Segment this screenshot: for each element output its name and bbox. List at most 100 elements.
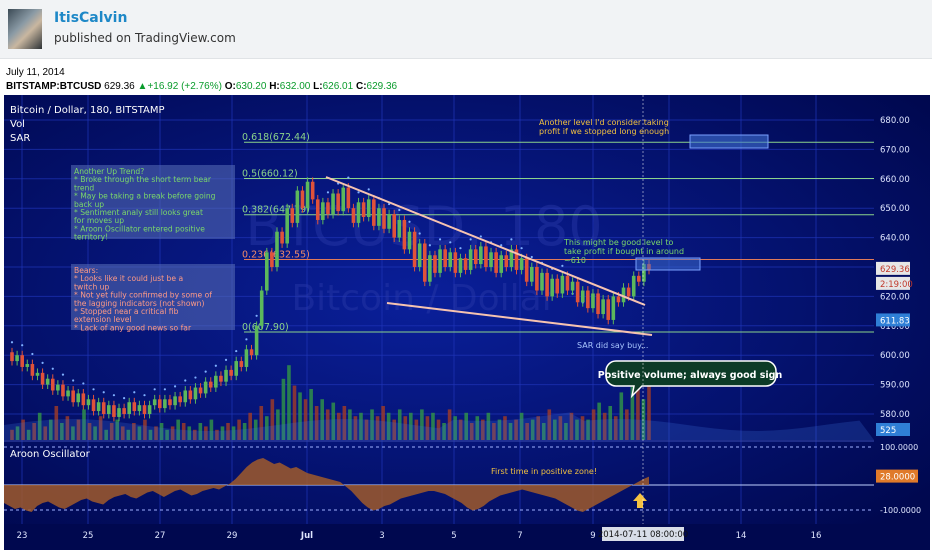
volume-bar <box>580 416 585 440</box>
candle <box>351 208 356 223</box>
price-badge-label: 525 <box>880 426 896 436</box>
candle <box>270 252 274 267</box>
open-label: O: <box>224 81 236 92</box>
good-level-note-1: This might be good level to <box>563 238 673 247</box>
ticker-line: BITSTAMP:BTCUSD 629.36 ▲+16.92 (+2.76%) … <box>6 81 397 92</box>
volume-bar <box>458 419 463 440</box>
volume-bar <box>104 429 108 440</box>
candle <box>157 399 162 409</box>
candle <box>127 402 132 414</box>
candle <box>458 258 463 273</box>
volume-bar <box>420 409 424 440</box>
candles[interactable] <box>10 177 651 422</box>
price-badge <box>876 313 910 327</box>
target-zone-box[interactable] <box>689 134 769 149</box>
time-tick-label: 7 <box>517 531 522 541</box>
candle <box>560 275 565 294</box>
volume-bar <box>154 426 158 440</box>
close-label: C: <box>355 81 367 92</box>
volume-bar <box>115 419 120 440</box>
avatar[interactable] <box>8 9 42 49</box>
candle <box>254 325 259 356</box>
volume-bar <box>43 426 48 440</box>
time-axis[interactable] <box>4 524 930 550</box>
candle <box>341 187 346 212</box>
lower-trendline[interactable] <box>386 302 653 336</box>
open-value: 630.20 <box>235 81 267 92</box>
candle <box>366 199 371 218</box>
author-link[interactable]: ItisCalvin <box>54 10 128 26</box>
candle <box>321 202 325 220</box>
symbol: BITSTAMP:BTCUSD <box>6 81 102 92</box>
profit-zone-box[interactable] <box>635 257 701 271</box>
candle <box>193 387 198 400</box>
candle <box>382 208 386 229</box>
candle <box>468 249 473 270</box>
volume-bar <box>209 419 214 440</box>
trendlines[interactable] <box>325 176 653 336</box>
chart-container[interactable]: BTCUSD, 180 Bitcoin / Dollar 0.618(672.4… <box>4 95 930 550</box>
volume-bar <box>381 406 385 440</box>
candle <box>504 255 509 267</box>
time-tick-label: Jul <box>300 531 313 541</box>
candle <box>479 246 483 265</box>
volume-bar <box>636 382 640 440</box>
candle <box>142 405 147 414</box>
candle <box>448 252 453 267</box>
time-tick-label: 23 <box>17 531 28 541</box>
sar-dot <box>21 344 24 347</box>
candle <box>229 369 233 376</box>
volume-bar <box>508 423 513 440</box>
candle <box>259 290 264 326</box>
candle <box>397 219 402 238</box>
candle <box>275 231 279 267</box>
volume-bar <box>602 412 607 440</box>
candle <box>35 372 40 376</box>
candle <box>331 193 335 215</box>
volume-bar <box>181 423 186 440</box>
candle <box>611 296 616 320</box>
candle <box>565 275 570 291</box>
volume-bar <box>126 429 131 440</box>
volume-bar <box>187 426 192 440</box>
volume-bar <box>259 406 264 440</box>
volume-bar <box>586 419 590 440</box>
price-tick-label: 590.00 <box>880 381 910 391</box>
chart-svg[interactable]: BTCUSD, 180 Bitcoin / Dollar 0.618(672.4… <box>4 95 930 550</box>
aroon-tick-label: 100.0000 <box>880 443 918 452</box>
candle <box>591 293 595 309</box>
good-level-note-3: ~610 <box>564 256 586 265</box>
volume-bar <box>143 419 147 440</box>
volume-bar <box>536 416 541 440</box>
volume-bar <box>237 419 241 440</box>
watermark-name: Bitcoin / Dollar <box>291 278 556 319</box>
candle <box>621 287 626 303</box>
candle <box>163 399 167 409</box>
sar-dot <box>408 220 411 223</box>
candle <box>224 369 228 382</box>
candle <box>361 202 366 218</box>
volume-bar <box>348 409 352 440</box>
note-line: * Sentiment analy still looks great <box>74 208 203 217</box>
time-tick-label: 5 <box>451 531 456 541</box>
candle <box>392 214 396 238</box>
volume-bar <box>647 378 651 440</box>
note-line: back up <box>74 200 104 209</box>
volume-bar <box>314 406 319 440</box>
volume-bar <box>253 419 258 440</box>
price-badge <box>876 261 910 275</box>
volume-bar <box>469 423 474 440</box>
watermark: BTCUSD, 180 Bitcoin / Dollar <box>245 195 602 319</box>
sar-dot <box>479 235 482 238</box>
candle <box>463 258 468 270</box>
price-badge <box>876 276 910 290</box>
volume-bar <box>109 423 114 440</box>
price-tick-label: 620.00 <box>880 292 910 302</box>
time-tick-label: 29 <box>227 531 238 541</box>
volume-bar <box>248 412 252 440</box>
upper-trendline[interactable] <box>325 176 646 306</box>
candle <box>132 402 137 412</box>
candle <box>86 399 91 406</box>
volume-bubble[interactable]: Positive volume; always good sign <box>598 360 783 399</box>
candle <box>15 355 19 362</box>
